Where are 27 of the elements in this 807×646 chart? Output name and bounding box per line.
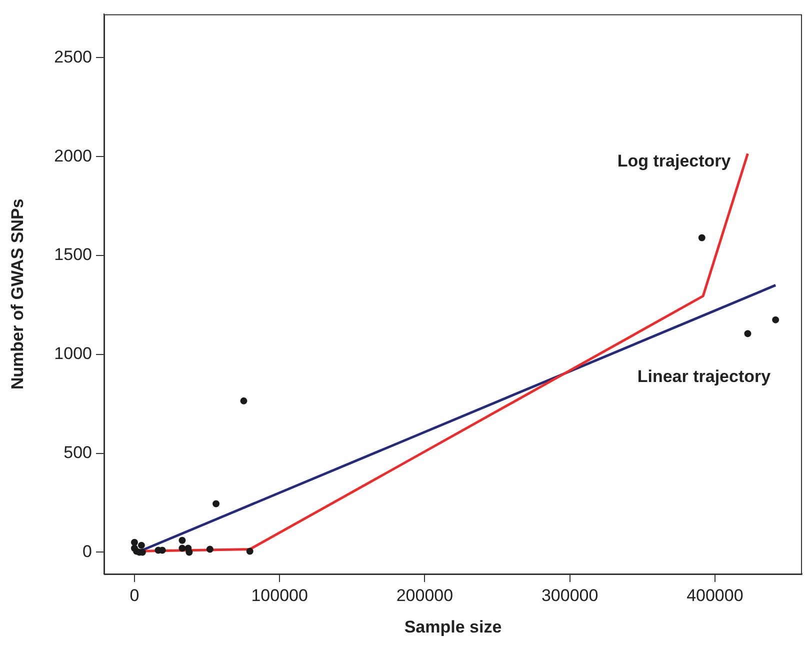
- point: [184, 544, 192, 552]
- y-tick-label: 1500: [54, 245, 92, 264]
- series-label: Log trajectory: [617, 151, 732, 170]
- x-tick-label: 200000: [396, 586, 454, 605]
- y-tick-label: 2000: [54, 146, 92, 166]
- point: [206, 546, 214, 553]
- y-axis-title: Number of GWAS SNPs: [8, 198, 27, 390]
- point: [744, 330, 752, 338]
- y-tick-label: 1000: [54, 344, 92, 364]
- point: [246, 548, 254, 555]
- x-axis-title: Sample size: [404, 617, 502, 636]
- y-tick-label: 500: [64, 443, 92, 462]
- y-tick-label: 0: [82, 542, 92, 561]
- x-tick-label: 0: [130, 586, 140, 605]
- point: [212, 500, 220, 508]
- point: [772, 316, 780, 324]
- point: [130, 538, 138, 546]
- point: [178, 544, 186, 552]
- y-tick-label: 2500: [54, 47, 92, 66]
- series-label: Linear trajectory: [637, 366, 772, 386]
- point: [138, 542, 145, 549]
- x-tick-label: 100000: [251, 586, 308, 605]
- point: [240, 397, 248, 404]
- x-tick-label: 300000: [541, 586, 598, 605]
- x-tick-label: 400000: [686, 586, 744, 605]
- point: [178, 536, 186, 544]
- point: [698, 234, 706, 242]
